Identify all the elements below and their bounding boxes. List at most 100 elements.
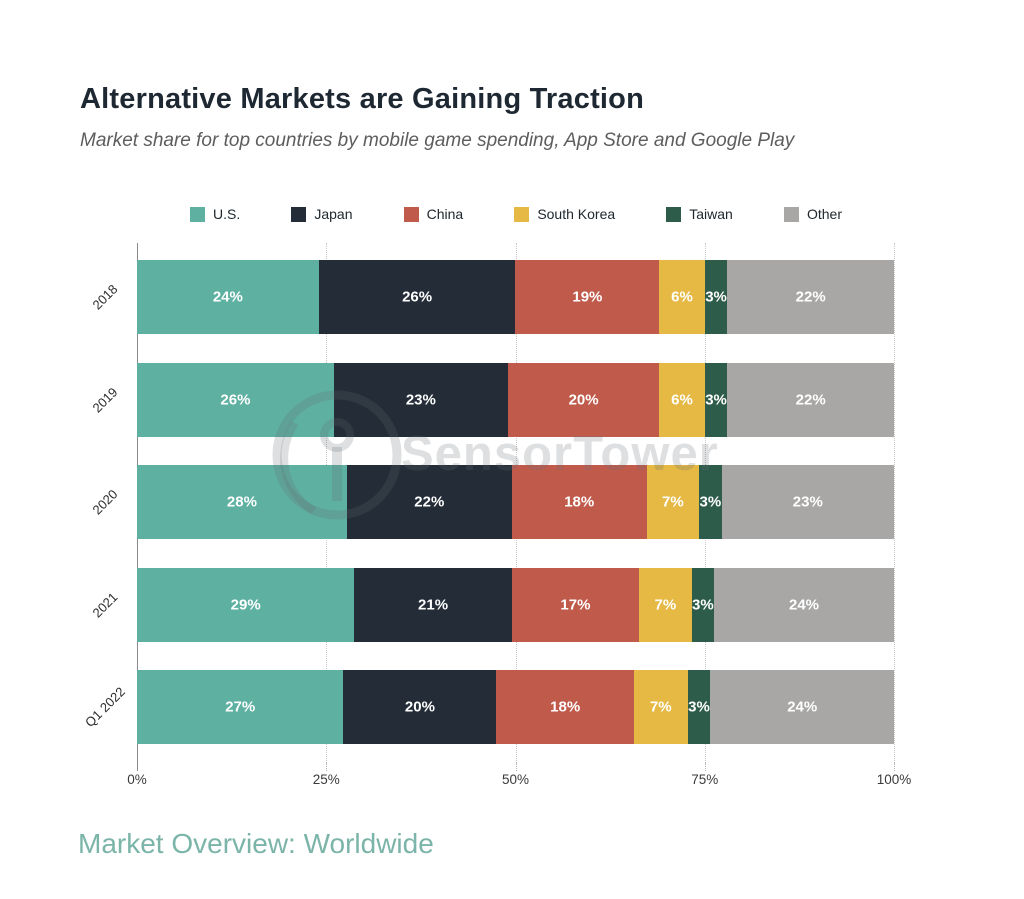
legend: U.S. Japan China South Korea Taiwan Other: [190, 206, 842, 222]
bar-segment-japan: 26%: [318, 260, 516, 334]
page-title: Alternative Markets are Gaining Traction: [80, 83, 645, 115]
bar-row-2019: 26% 23% 20% 6% 3% 22%: [137, 362, 894, 437]
legend-label: Other: [806, 206, 842, 222]
bar-segment-south-korea: 7%: [646, 465, 700, 539]
bar-value-label: 18%: [550, 698, 581, 716]
bar-segment-other: 24%: [714, 567, 894, 642]
bar-value-label: 3%: [688, 698, 710, 716]
bar-segment-china: 19%: [515, 260, 660, 334]
bar-value-label: 26%: [402, 288, 433, 306]
bar-row-2021: 29% 21% 17% 7% 3% 24%: [137, 567, 894, 642]
legend-item-taiwan: Taiwan: [666, 206, 733, 222]
bar-value-label: 23%: [792, 493, 823, 511]
legend-swatch-other: [783, 206, 799, 222]
legend-label: China: [426, 206, 464, 222]
axis-tick: [515, 763, 517, 771]
legend-item-u-s: U.S.: [190, 206, 240, 222]
x-axis-tick-label: 50%: [501, 772, 530, 787]
y-axis-label-2019: 2019: [89, 383, 121, 416]
chart-area: 0% 25% 50% 75% 100% 24% 26% 19% 6% 3% 22% 2018 26% 23…: [0, 243, 1024, 803]
bar-segment-south-korea: 6%: [659, 362, 705, 437]
x-axis-tick-label: 0%: [127, 772, 147, 787]
axis-tick: [137, 763, 138, 771]
x-axis-tick-label: 75%: [691, 772, 719, 787]
bar-segment-south-korea: 7%: [634, 670, 688, 744]
bar-segment-taiwan: 3%: [704, 362, 728, 437]
bar-value-label: 20%: [568, 391, 599, 408]
bar-segment-other: 22%: [727, 260, 894, 334]
bar-value-label: 28%: [226, 493, 257, 511]
legend-item-other: Other: [783, 206, 842, 222]
bar-value-label: 3%: [705, 391, 727, 408]
axis-tick: [326, 763, 328, 771]
bar-value-label: 29%: [230, 596, 261, 613]
bar-value-label: 3%: [699, 493, 722, 511]
bar-value-label: 6%: [671, 391, 693, 408]
x-axis-tick-label: 25%: [312, 772, 340, 787]
bar-value-label: 22%: [414, 493, 445, 511]
bar-value-label: 7%: [654, 596, 677, 613]
legend-item-japan: Japan: [291, 206, 353, 222]
bar-value-label: 20%: [404, 698, 435, 716]
bar-segment-u-s: 29%: [137, 567, 355, 642]
bar-value-label: 3%: [705, 288, 727, 306]
bar-value-label: 24%: [789, 596, 820, 613]
bar-segment-u-s: 27%: [137, 670, 344, 744]
bar-value-label: 6%: [671, 288, 693, 306]
bar-value-label: 26%: [220, 391, 251, 408]
bar-segment-taiwan: 3%: [687, 670, 711, 744]
bar-segment-china: 17%: [511, 567, 640, 642]
legend-swatch-south-korea: [514, 206, 530, 222]
bar-segment-u-s: 28%: [137, 465, 347, 539]
plot-area: 0% 25% 50% 75% 100% 24% 26% 19% 6% 3% 22% 2018 26% 23…: [82, 243, 911, 787]
bar-value-label: 18%: [564, 493, 595, 511]
bar-value-label: 7%: [649, 698, 672, 716]
bar-value-label: 22%: [795, 288, 826, 306]
y-axis-label-2018: 2018: [89, 281, 121, 313]
bar-segment-other: 22%: [727, 362, 894, 437]
bar-segment-south-korea: 6%: [659, 260, 705, 334]
bar-segment-other: 24%: [710, 670, 894, 744]
legend-label: South Korea: [537, 206, 616, 222]
x-axis-tick-label: 100%: [876, 772, 912, 787]
y-axis-label-2020: 2020: [89, 486, 121, 518]
bar-value-label: 27%: [225, 698, 256, 716]
bar-segment-taiwan: 3%: [691, 567, 715, 642]
bar-value-label: 21%: [418, 596, 449, 613]
legend-item-china: China: [403, 206, 464, 222]
footer-caption: Market Overview: Worldwide: [78, 828, 434, 859]
bar-row-2018: 24% 26% 19% 6% 3% 22%: [137, 260, 894, 334]
legend-label: Taiwan: [689, 206, 733, 222]
bar-segment-china: 18%: [496, 670, 634, 744]
bar-value-label: 23%: [405, 391, 436, 408]
bar-value-label: 7%: [662, 493, 684, 511]
axis-tick: [894, 763, 895, 771]
bar-value-label: 24%: [787, 698, 818, 716]
bar-segment-japan: 21%: [354, 567, 512, 642]
legend-item-south-korea: South Korea: [514, 206, 615, 222]
page-subtitle: Market share for top countries by mobile…: [80, 130, 795, 151]
bar-row-q1-2022: 27% 20% 18% 7% 3% 24%: [137, 670, 894, 744]
bar-segment-china: 20%: [507, 362, 660, 437]
legend-swatch-taiwan: [666, 206, 682, 222]
axis-tick: [704, 763, 706, 771]
y-axis-label-q1-2022: Q1 2022: [82, 684, 128, 730]
bar-value-label: 19%: [572, 288, 603, 306]
bar-segment-japan: 22%: [346, 465, 512, 539]
legend-swatch-japan: [291, 206, 307, 222]
y-axis-label-2021: 2021: [89, 588, 121, 621]
bar-segment-other: 23%: [721, 465, 894, 539]
bar-segment-china: 18%: [511, 465, 647, 539]
bar-value-label: 17%: [560, 596, 591, 613]
bar-row-2020: 28% 22% 18% 7% 3% 23%: [137, 465, 894, 539]
legend-swatch-u-s: [190, 206, 205, 222]
bar-segment-japan: 23%: [333, 362, 508, 437]
bar-segment-south-korea: 7%: [639, 567, 692, 642]
gridline-100: [894, 243, 895, 763]
bar-value-label: 3%: [691, 596, 714, 613]
bar-segment-u-s: 24%: [137, 260, 319, 334]
legend-label: U.S.: [213, 206, 241, 222]
bar-value-label: 24%: [212, 288, 243, 306]
legend-swatch-china: [403, 206, 419, 222]
